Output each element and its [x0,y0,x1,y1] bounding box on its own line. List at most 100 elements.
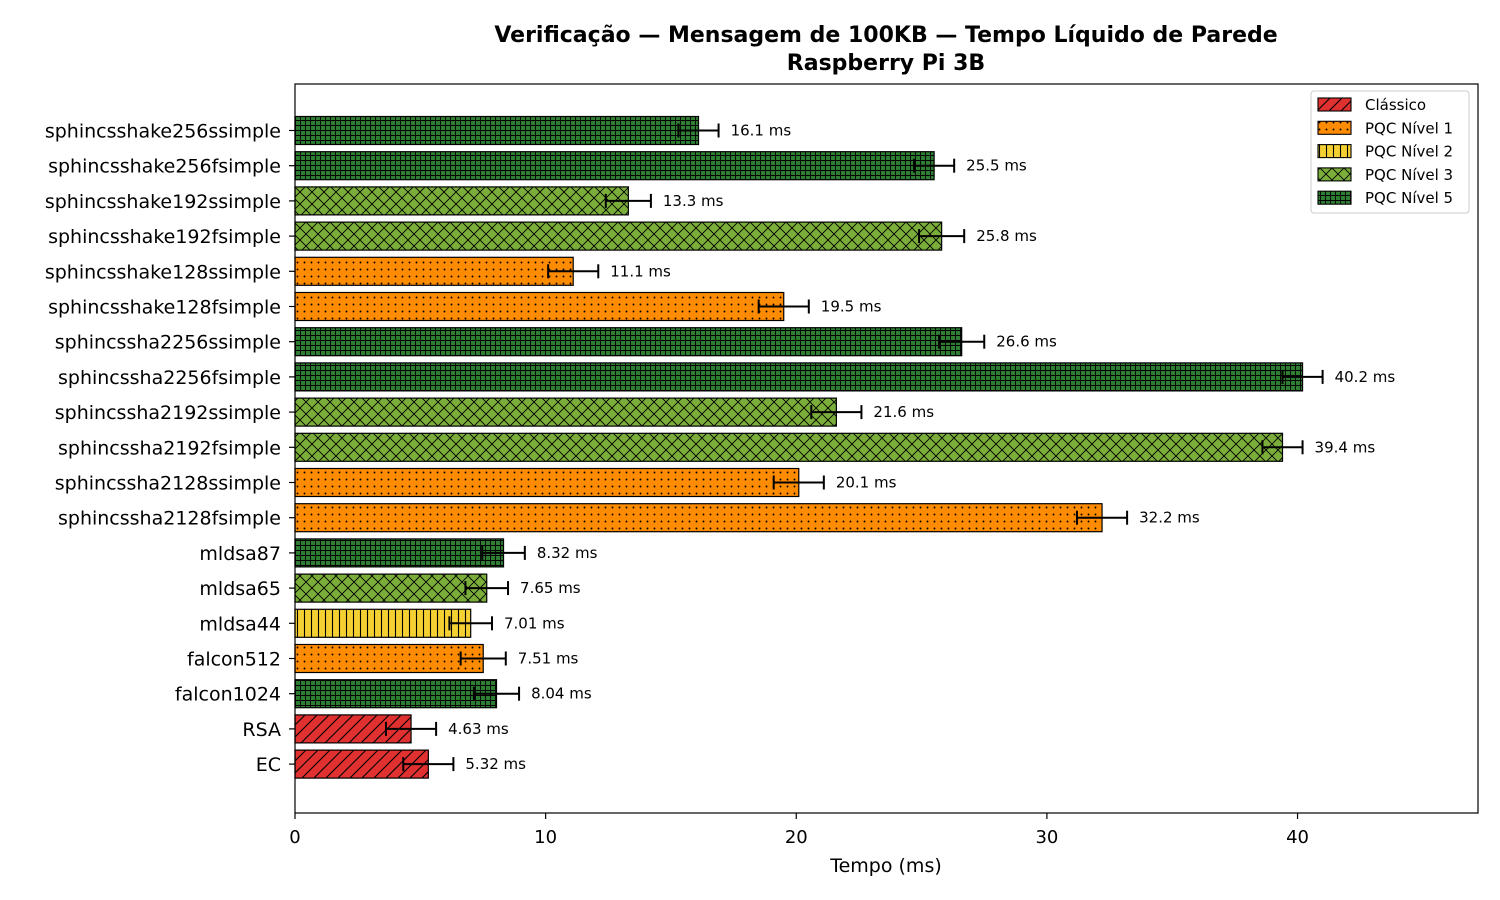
x-tick-label: 10 [534,827,557,848]
y-tick-label-mldsa87: mldsa87 [199,543,281,565]
error-bar-mldsa44 [448,616,493,631]
value-label-RSA: 4.63 ms [448,720,509,738]
x-axis-label: Tempo (ms) [829,855,942,877]
error-bar-sphincssha2192ssimple [810,405,863,420]
bar-sphincssha2192ssimple [294,397,837,427]
bar-sphincsshake192ssimple [294,186,629,216]
x-tick-label: 40 [1286,827,1309,848]
error-bar-sphincssha2128ssimple [772,475,825,490]
error-bar-RSA [384,721,438,736]
error-bar-mldsa65 [464,581,510,596]
legend-label-n5: PQC Nível 5 [1365,189,1453,207]
legend-label-n2: PQC Nível 2 [1365,143,1453,161]
legend-label-n1: PQC Nível 1 [1365,119,1453,137]
y-tick-label-sphincsshake192fsimple: sphincsshake192fsimple [48,226,281,248]
error-bar-sphincsshake256fsimple [913,158,956,173]
y-tick-label-sphincsshake128ssimple: sphincsshake128ssimple [45,261,281,283]
y-tick-label-RSA: RSA [242,719,281,741]
x-tick-label: 20 [785,827,808,848]
value-label-falcon1024: 8.04 ms [531,685,592,703]
bar-sphincsshake128fsimple [294,291,785,322]
error-bar-falcon512 [459,651,507,666]
value-label-EC: 5.32 ms [465,755,526,773]
value-labels-layer: 16.1 ms 25.5 ms 13.3 ms 25.8 ms 11.1 ms 19.5 … [448,122,1395,774]
y-tick-label-sphincssha2192fsimple: sphincssha2192fsimple [58,437,281,459]
legend-label-n3: PQC Nível 3 [1365,166,1453,184]
bar-sphincssha2256fsimple [294,362,1304,392]
x-axis-ticks: 0 10 20 30 40 [289,813,1309,848]
y-tick-label-EC: EC [256,754,281,776]
bar-sphincsshake128ssimple [294,256,574,286]
value-label-mldsa87: 8.32 ms [537,544,598,562]
chart-subtitle: Raspberry Pi 3B [787,51,985,76]
y-tick-label-sphincssha2192ssimple: sphincssha2192ssimple [55,402,281,424]
bar-falcon512 [294,643,484,674]
bar-sphincssha2128ssimple [294,467,800,498]
error-bar-sphincsshake192fsimple [918,229,966,244]
error-bar-falcon1024 [472,686,521,701]
value-label-sphincsshake256ssimple: 16.1 ms [731,122,792,140]
y-tick-label-sphincssha2128ssimple: sphincssha2128ssimple [55,473,281,495]
legend-swatch-n3 [1317,167,1352,182]
bars-layer [294,115,1304,779]
value-label-sphincssha2192fsimple: 39.4 ms [1315,438,1376,456]
value-label-sphincsshake128fsimple: 19.5 ms [821,298,882,316]
bar-mldsa44 [294,608,472,638]
error-bars-layer [384,123,1324,772]
error-bar-sphincsshake128ssimple [547,264,600,279]
bar-mldsa87 [294,538,505,568]
legend-swatch-n1 [1317,120,1352,135]
value-label-mldsa65: 7.65 ms [520,579,581,597]
y-tick-label-mldsa44: mldsa44 [199,613,281,635]
bar-sphincssha2128fsimple [294,503,1103,533]
error-bar-sphincssha2256fsimple [1281,369,1324,384]
y-tick-label-sphincsshake256ssimple: sphincsshake256ssimple [45,121,281,143]
error-bar-EC [402,757,455,772]
y-tick-label-sphincssha2256ssimple: sphincssha2256ssimple [55,332,281,354]
bar-falcon1024 [294,679,498,709]
bar-sphincssha2192fsimple [294,432,1284,462]
bar-sphincsshake256ssimple [294,115,700,146]
bar-sphincsshake192fsimple [294,221,943,251]
error-bar-mldsa87 [481,545,526,560]
value-label-sphincssha2256fsimple: 40.2 ms [1335,368,1396,386]
y-tick-label-sphincsshake192ssimple: sphincsshake192ssimple [45,191,281,213]
y-tick-label-falcon1024: falcon1024 [175,684,281,706]
y-tick-label-sphincsshake256fsimple: sphincsshake256fsimple [48,156,281,178]
bar-sphincssha2256ssimple [294,327,963,357]
y-tick-label-falcon512: falcon512 [187,649,281,671]
value-label-falcon512: 7.51 ms [518,650,579,668]
legend-swatch-n2 [1317,144,1352,159]
legend-label-classico: Clássico [1365,96,1426,114]
chart-title: Verificação — Mensagem de 100KB — Tempo … [494,23,1277,48]
value-label-sphincssha2192ssimple: 21.6 ms [873,403,934,421]
value-label-sphincssha2128fsimple: 32.2 ms [1139,509,1200,527]
legend: Clássico PQC Nível 1 PQC Nível 2 PQC Nível … [1310,90,1470,214]
error-bar-sphincssha2192fsimple [1261,440,1304,455]
y-axis-ticks: sphincsshake256ssimple sphincsshake256fsi… [45,121,295,776]
x-tick-label: 30 [1035,827,1058,848]
value-label-sphincssha2128ssimple: 20.1 ms [836,474,897,492]
value-label-sphincsshake128ssimple: 11.1 ms [610,262,671,280]
value-label-mldsa44: 7.01 ms [504,614,565,632]
error-bar-sphincssha2256ssimple [938,334,986,349]
legend-swatch-classico [1317,97,1352,112]
error-bar-sphincssha2128fsimple [1075,510,1129,525]
bar-sphincsshake256fsimple [294,151,935,181]
value-label-sphincsshake192fsimple: 25.8 ms [976,227,1037,245]
error-bar-sphincsshake192ssimple [604,193,652,208]
y-tick-label-mldsa65: mldsa65 [199,578,281,600]
y-tick-label-sphincssha2256fsimple: sphincssha2256fsimple [58,367,281,389]
value-label-sphincssha2256ssimple: 26.6 ms [996,333,1057,351]
y-tick-label-sphincsshake128fsimple: sphincsshake128fsimple [48,297,281,319]
plot-frame [294,83,1479,814]
error-bar-sphincsshake128fsimple [757,299,810,314]
value-label-sphincsshake256fsimple: 25.5 ms [966,157,1027,175]
value-label-sphincsshake192ssimple: 13.3 ms [663,192,724,210]
bar-mldsa65 [294,573,488,603]
y-tick-label-sphincssha2128fsimple: sphincssha2128fsimple [58,508,281,530]
legend-swatch-n5 [1317,190,1352,205]
error-bar-sphincsshake256ssimple [677,123,720,138]
x-tick-label: 0 [289,827,300,848]
